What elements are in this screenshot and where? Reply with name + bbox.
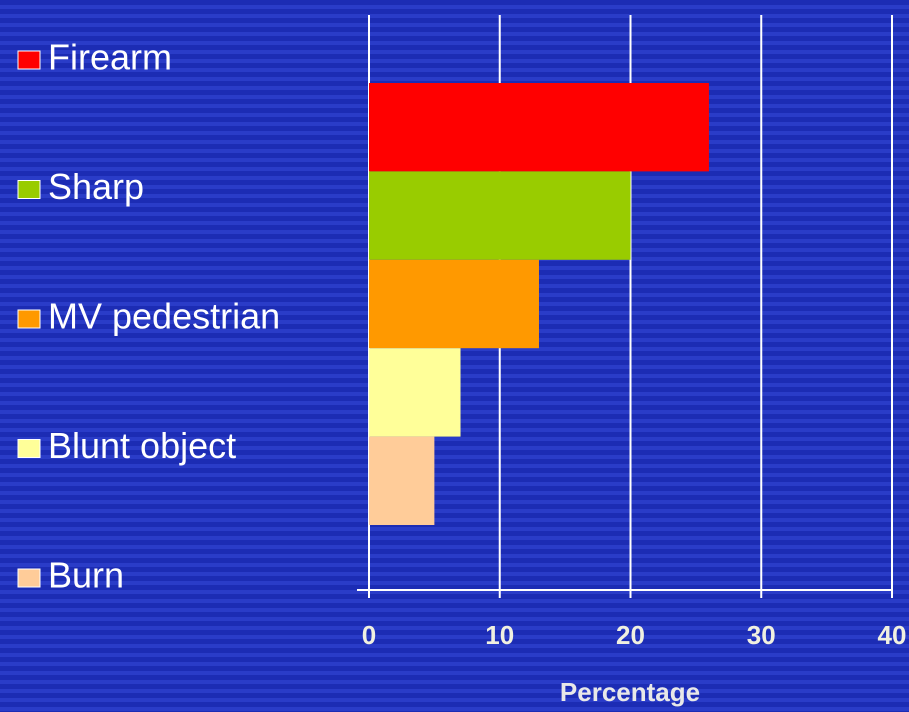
x-axis-label: Percentage <box>560 677 700 707</box>
legend-swatch <box>17 309 41 329</box>
bar <box>369 83 709 172</box>
legend-swatch <box>17 50 41 70</box>
legend-swatch <box>17 439 41 458</box>
legend-label: MV pedestrian <box>48 296 280 337</box>
legend-label: Blunt object <box>48 425 236 466</box>
legend-swatch <box>17 180 41 199</box>
legend-swatch <box>17 568 41 588</box>
bar <box>369 259 539 349</box>
legend-label: Burn <box>48 555 124 596</box>
bar <box>369 348 461 437</box>
bar <box>369 171 631 260</box>
x-tick-label: 20 <box>616 620 645 650</box>
bar <box>369 436 435 525</box>
legend-label: Firearm <box>48 37 172 78</box>
x-tick-label: 40 <box>878 620 907 650</box>
x-tick-label: 30 <box>747 620 776 650</box>
x-tick-label: 10 <box>485 620 514 650</box>
x-tick-label: 0 <box>362 620 376 650</box>
legend-label: Sharp <box>48 166 144 207</box>
